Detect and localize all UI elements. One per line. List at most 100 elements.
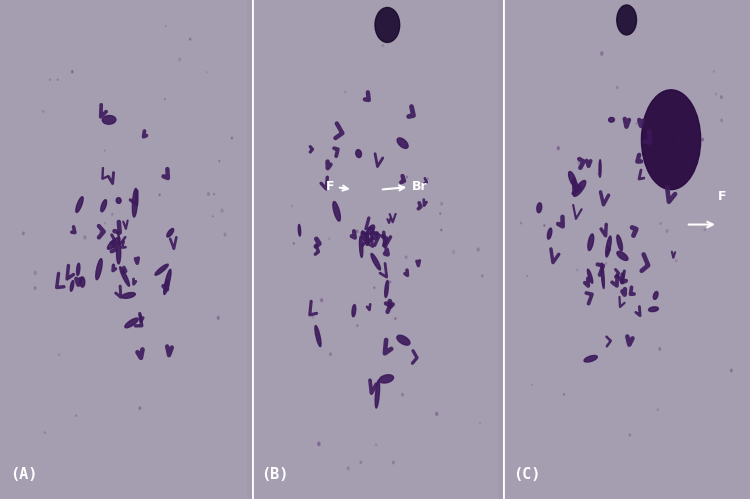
- Ellipse shape: [656, 308, 657, 311]
- Ellipse shape: [120, 267, 130, 286]
- Ellipse shape: [401, 393, 404, 396]
- Ellipse shape: [112, 213, 113, 215]
- Ellipse shape: [76, 197, 83, 213]
- Ellipse shape: [360, 461, 362, 464]
- Ellipse shape: [584, 355, 597, 362]
- Ellipse shape: [477, 248, 479, 251]
- Ellipse shape: [574, 181, 586, 197]
- Ellipse shape: [122, 292, 135, 298]
- Ellipse shape: [606, 236, 611, 257]
- Ellipse shape: [293, 243, 295, 244]
- Ellipse shape: [359, 237, 363, 257]
- Ellipse shape: [730, 369, 732, 372]
- Ellipse shape: [219, 161, 220, 162]
- Ellipse shape: [231, 137, 232, 139]
- Ellipse shape: [382, 44, 384, 47]
- Ellipse shape: [371, 253, 380, 270]
- Ellipse shape: [315, 325, 321, 347]
- Ellipse shape: [660, 223, 662, 225]
- Ellipse shape: [548, 228, 552, 239]
- Ellipse shape: [389, 281, 391, 283]
- Ellipse shape: [352, 304, 356, 317]
- Ellipse shape: [537, 203, 542, 213]
- Text: (A): (A): [10, 467, 38, 482]
- Ellipse shape: [588, 234, 594, 250]
- Ellipse shape: [124, 318, 138, 328]
- Ellipse shape: [657, 409, 658, 411]
- Ellipse shape: [84, 236, 86, 239]
- Ellipse shape: [43, 110, 44, 112]
- Ellipse shape: [563, 394, 565, 395]
- Ellipse shape: [116, 241, 121, 264]
- Ellipse shape: [374, 287, 375, 288]
- Ellipse shape: [721, 119, 722, 121]
- Text: (C): (C): [513, 467, 541, 482]
- Ellipse shape: [329, 353, 332, 355]
- Ellipse shape: [312, 316, 314, 318]
- Ellipse shape: [616, 235, 622, 251]
- Ellipse shape: [178, 58, 181, 61]
- Ellipse shape: [58, 354, 60, 356]
- Ellipse shape: [357, 325, 358, 326]
- Ellipse shape: [526, 275, 527, 276]
- Ellipse shape: [520, 222, 521, 224]
- Ellipse shape: [34, 271, 37, 274]
- Ellipse shape: [397, 138, 408, 148]
- Ellipse shape: [587, 273, 589, 275]
- Ellipse shape: [217, 316, 219, 319]
- Ellipse shape: [206, 72, 207, 73]
- Ellipse shape: [601, 52, 603, 55]
- Ellipse shape: [482, 274, 483, 277]
- Ellipse shape: [436, 412, 438, 416]
- Ellipse shape: [441, 202, 442, 205]
- Ellipse shape: [649, 307, 658, 311]
- Ellipse shape: [397, 335, 410, 345]
- Ellipse shape: [356, 150, 362, 158]
- Ellipse shape: [221, 209, 224, 212]
- Ellipse shape: [44, 432, 46, 433]
- Ellipse shape: [208, 193, 209, 196]
- Ellipse shape: [653, 291, 658, 299]
- Ellipse shape: [328, 238, 330, 240]
- Ellipse shape: [672, 137, 674, 140]
- Ellipse shape: [479, 423, 481, 424]
- Ellipse shape: [599, 160, 601, 177]
- Ellipse shape: [427, 178, 428, 180]
- Ellipse shape: [658, 348, 661, 350]
- Ellipse shape: [392, 461, 394, 464]
- Ellipse shape: [616, 5, 637, 35]
- Ellipse shape: [608, 117, 614, 122]
- Ellipse shape: [531, 384, 532, 385]
- Ellipse shape: [375, 380, 380, 408]
- Ellipse shape: [676, 259, 677, 262]
- Ellipse shape: [394, 318, 396, 319]
- Ellipse shape: [344, 91, 346, 93]
- Ellipse shape: [100, 200, 106, 212]
- Ellipse shape: [34, 287, 36, 289]
- Ellipse shape: [616, 86, 618, 89]
- Ellipse shape: [636, 123, 638, 125]
- Ellipse shape: [102, 115, 116, 124]
- Ellipse shape: [598, 173, 599, 175]
- Ellipse shape: [132, 189, 137, 217]
- Ellipse shape: [80, 277, 85, 287]
- Ellipse shape: [22, 232, 24, 235]
- Ellipse shape: [721, 96, 722, 99]
- Ellipse shape: [641, 90, 700, 190]
- Ellipse shape: [57, 79, 58, 80]
- Ellipse shape: [76, 263, 80, 275]
- Ellipse shape: [716, 93, 717, 95]
- Ellipse shape: [70, 280, 74, 291]
- Ellipse shape: [166, 229, 174, 237]
- Ellipse shape: [557, 147, 560, 150]
- Ellipse shape: [368, 225, 374, 235]
- Ellipse shape: [96, 258, 102, 279]
- Ellipse shape: [320, 299, 322, 302]
- Ellipse shape: [116, 198, 122, 204]
- Ellipse shape: [601, 263, 604, 288]
- Ellipse shape: [333, 202, 340, 221]
- Ellipse shape: [702, 138, 703, 141]
- Ellipse shape: [376, 444, 377, 446]
- Ellipse shape: [704, 229, 705, 231]
- Ellipse shape: [347, 467, 350, 470]
